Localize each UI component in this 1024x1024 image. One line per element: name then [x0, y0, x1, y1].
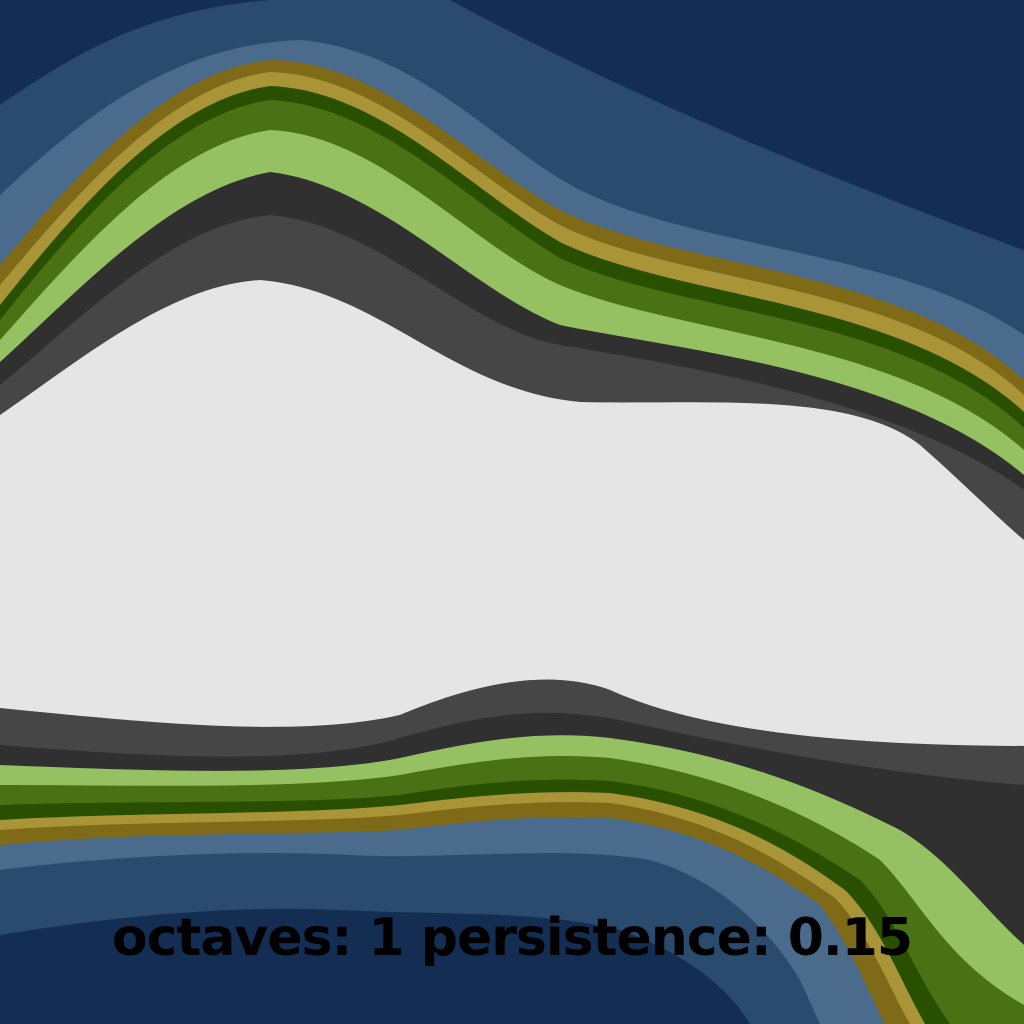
octaves-value: 1 — [368, 908, 404, 968]
persistence-label: persistence: — [420, 908, 772, 968]
band-deep-water-bottom — [0, 908, 750, 1024]
band-snow — [0, 280, 1024, 748]
noise-parameters-caption: octaves: 1 persistence: 0.15 — [0, 898, 1024, 978]
octaves-label: octaves: — [111, 908, 352, 968]
persistence-value: 0.15 — [787, 908, 913, 968]
